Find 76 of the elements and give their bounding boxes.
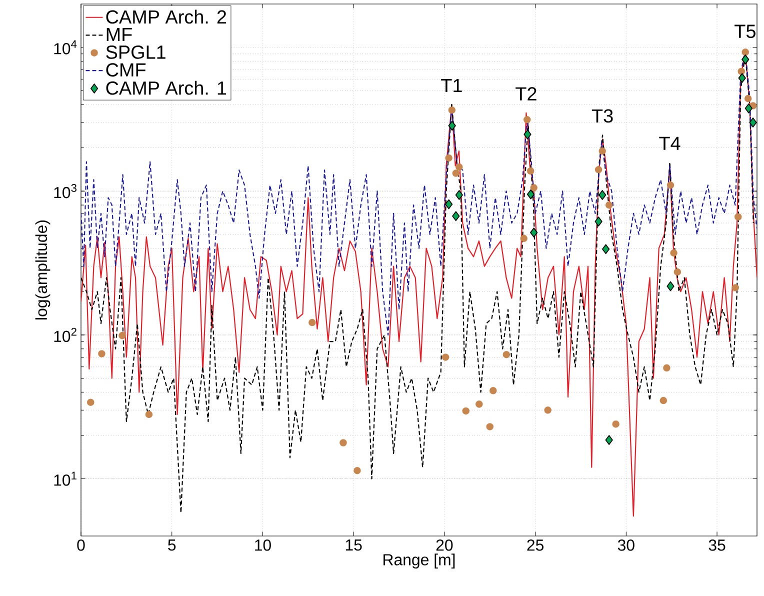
point [666, 281, 674, 292]
point [605, 201, 613, 209]
point [660, 396, 668, 404]
point [674, 268, 682, 276]
x-tick-label: 35 [708, 540, 726, 551]
x-tick-label: 10 [255, 540, 271, 551]
point [523, 116, 531, 124]
point [612, 420, 620, 428]
point [670, 249, 678, 257]
point [520, 234, 528, 242]
point [594, 166, 602, 174]
point [456, 163, 463, 171]
point [598, 190, 606, 200]
annotation: T1 [441, 79, 462, 92]
point [742, 54, 750, 64]
point [738, 68, 746, 76]
point [442, 354, 450, 361]
annotation: T3 [592, 109, 613, 123]
point [605, 435, 613, 445]
point [749, 118, 757, 128]
legend-label: CAMP Arch. 1 [106, 80, 226, 95]
point [732, 284, 740, 292]
point [445, 154, 452, 162]
point [594, 216, 602, 226]
annotation: T2 [516, 87, 536, 100]
point [602, 244, 610, 254]
point [734, 213, 742, 221]
point [598, 147, 606, 155]
legend-label: CMF [106, 63, 146, 77]
x-tick-label: 5 [168, 540, 176, 551]
point [340, 439, 347, 446]
annotation: T5 [734, 24, 756, 38]
point [98, 350, 106, 358]
point [524, 129, 532, 140]
x-tick-label: 20 [436, 540, 453, 551]
y-tick-label: 10$^{3}$ [54, 184, 76, 198]
y-axis-title: log(amplitude) [35, 220, 50, 320]
point [86, 398, 94, 406]
point [744, 94, 752, 102]
annotation: T4 [659, 136, 680, 150]
point [452, 211, 460, 222]
point [530, 184, 538, 192]
point [530, 228, 538, 238]
y-tick-label: 10$^{4}$ [54, 40, 77, 54]
point [455, 190, 463, 200]
point [354, 466, 361, 474]
point [448, 120, 456, 131]
x-tick-label: 15 [346, 540, 362, 551]
point [526, 167, 534, 175]
x-tick-label: 0 [77, 540, 85, 551]
x-tick-label: 25 [527, 540, 544, 551]
point [738, 73, 746, 83]
y-tick-label: 10$^{1}$ [54, 472, 76, 486]
point [452, 170, 460, 177]
point [444, 199, 453, 210]
point [462, 407, 470, 415]
legend-label: CAMP Arch. 2 [106, 10, 226, 24]
point [486, 423, 494, 430]
point [118, 332, 126, 340]
legend-label: SPGL1 [106, 45, 166, 59]
point [490, 386, 497, 394]
point [666, 182, 674, 189]
point [744, 103, 752, 114]
point [544, 406, 552, 414]
point [663, 364, 670, 372]
point [145, 410, 153, 418]
point [742, 48, 750, 56]
point [448, 106, 456, 114]
point [308, 318, 316, 326]
legend-label: MF [106, 28, 132, 41]
x-tick-label: 30 [618, 540, 634, 551]
x-axis-title: Range [m] [384, 554, 455, 569]
point [526, 189, 535, 200]
y-tick-label: 10$^{2}$ [54, 328, 76, 342]
point [502, 350, 510, 358]
point [476, 400, 483, 408]
